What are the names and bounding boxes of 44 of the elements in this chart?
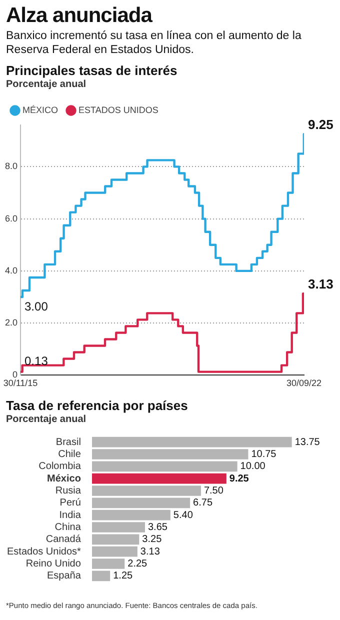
- text: Principales tasas de interés: [6, 63, 178, 78]
- y-tick-label: México: [47, 473, 81, 484]
- chart-title: Alza anunciada: [6, 4, 154, 28]
- data-label: 3.25: [142, 534, 162, 546]
- y-tick-label: Reino Unido: [26, 558, 82, 570]
- y-tick-label: Rusia: [55, 486, 82, 496]
- y-tick-label: 8.0: [4, 161, 18, 172]
- y-tick-label: 0: [12, 370, 18, 380]
- y-tick-label: 4.0: [4, 265, 18, 276]
- chart-subtitle: Porcentaje anual: [6, 414, 88, 425]
- y-axis-title: Porcentaje anual: [6, 79, 88, 90]
- data-label: 2.25: [128, 558, 148, 570]
- chart-subtitle: Banxico incrementó su tasa en línea con el aumento de la Reserva Federal en Estados Unidos.: [6, 29, 302, 57]
- y-tick-label: China: [54, 522, 82, 533]
- data-label: 9.25: [229, 473, 250, 484]
- data-label: 3.13: [308, 276, 334, 292]
- data-label: 3.65: [148, 522, 168, 533]
- y-tick-label: Brasil: [56, 436, 81, 448]
- y-tick-label: Estados Unidos*: [6, 546, 82, 558]
- data-label: 10.00: [240, 461, 266, 472]
- y-tick-label: España: [47, 570, 82, 582]
- data-label: 0.13: [24, 354, 48, 368]
- data-label: 5.40: [173, 510, 194, 521]
- bar: [92, 473, 226, 484]
- x-tick-label: 30/09/22: [286, 378, 322, 388]
- y-tick-label: Perú: [60, 498, 81, 509]
- legend-label: ESTADOS UNIDOS: [78, 104, 158, 115]
- y-tick-label: India: [59, 510, 82, 521]
- data-label: 1.25: [113, 570, 134, 582]
- y-tick-label: Colombia: [38, 461, 82, 472]
- data-label: 3.13: [140, 546, 160, 558]
- data-label: 10.75: [251, 449, 277, 460]
- data-label: 7.50: [204, 486, 224, 496]
- y-tick-label: Canadá: [46, 534, 82, 546]
- data-label: 6.75: [193, 498, 213, 509]
- y-tick-label: 6.0: [4, 213, 18, 224]
- y-tick-label: Chile: [58, 449, 82, 460]
- legend-label: MÉXICO: [22, 104, 58, 115]
- y-tick-label: 2.0: [4, 318, 18, 328]
- data-label: 9.25: [308, 117, 334, 132]
- data-label: 3.00: [24, 299, 48, 314]
- x-tick-label: 30/11/15: [3, 378, 38, 388]
- chart-title: Tasa de referencia por países: [6, 398, 189, 413]
- data-label: 13.75: [294, 436, 320, 448]
